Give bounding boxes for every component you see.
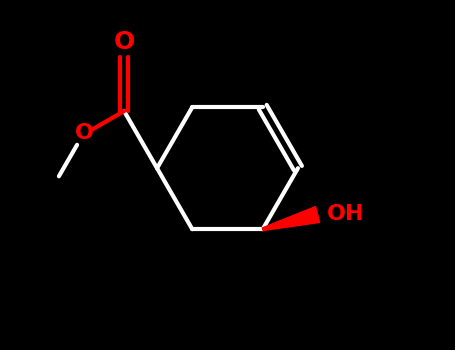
Polygon shape xyxy=(263,206,320,231)
Text: O: O xyxy=(113,30,135,54)
Text: OH: OH xyxy=(327,204,364,224)
Text: O: O xyxy=(75,123,94,143)
